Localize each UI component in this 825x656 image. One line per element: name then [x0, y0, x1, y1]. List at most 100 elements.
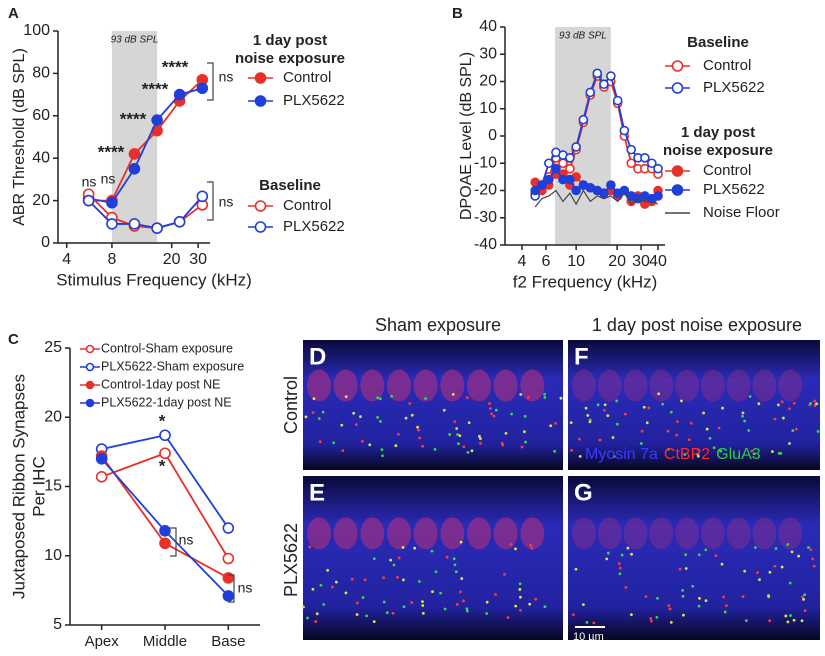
legend-label: Control — [283, 197, 331, 214]
puncta — [534, 597, 538, 601]
puncta — [381, 454, 384, 458]
puncta — [645, 421, 649, 425]
x-tick-label: Base — [211, 633, 245, 650]
nucleus — [307, 517, 331, 550]
legend-title: Baseline — [259, 177, 321, 194]
shade-region — [555, 27, 611, 245]
puncta — [773, 564, 777, 568]
data-point — [222, 552, 235, 565]
puncta — [598, 438, 602, 442]
puncta — [757, 402, 761, 406]
puncta — [529, 543, 533, 547]
y-tick-label: 30 — [479, 45, 497, 62]
puncta — [696, 452, 700, 456]
x-tick-label: 6 — [542, 253, 551, 270]
puncta — [340, 423, 344, 427]
puncta — [722, 595, 726, 599]
puncta — [774, 547, 778, 550]
puncta — [714, 554, 718, 558]
x-tick-label: Middle — [143, 633, 187, 650]
puncta — [584, 406, 588, 410]
data-point — [196, 190, 209, 203]
puncta — [510, 412, 514, 416]
data-point — [82, 194, 95, 207]
puncta — [523, 430, 526, 434]
puncta — [455, 603, 459, 606]
puncta — [617, 562, 621, 565]
puncta — [494, 408, 498, 412]
puncta — [380, 448, 384, 452]
puncta — [467, 421, 471, 425]
puncta — [528, 602, 532, 606]
stain-label: CtBP2 — [664, 446, 710, 463]
puncta — [704, 599, 708, 602]
y-axis-title: Per IHC — [29, 456, 48, 516]
puncta — [518, 588, 522, 591]
puncta — [519, 393, 523, 396]
puncta — [317, 417, 321, 420]
y-axis-title: DPOAE Level (dB SPL) — [458, 52, 475, 220]
panel-letter: D — [309, 343, 326, 370]
puncta — [526, 396, 530, 399]
puncta — [306, 616, 309, 620]
puncta — [456, 433, 459, 436]
data-point — [159, 429, 171, 442]
data-point — [606, 71, 616, 81]
puncta — [689, 421, 693, 425]
nucleus — [623, 369, 648, 402]
puncta — [756, 571, 759, 575]
annotation: **** — [142, 79, 169, 98]
puncta — [747, 429, 751, 432]
data-point — [653, 191, 663, 201]
puncta — [803, 609, 807, 613]
puncta — [792, 401, 796, 405]
puncta — [605, 557, 609, 561]
data-point — [196, 82, 209, 95]
puncta — [359, 415, 362, 418]
legend-label: PLX5622 — [283, 92, 345, 109]
puncta — [792, 618, 796, 622]
nucleus — [520, 369, 545, 402]
puncta — [518, 582, 522, 586]
x-tick-label: 4 — [518, 253, 527, 270]
data-point — [571, 185, 581, 196]
puncta — [350, 577, 354, 581]
puncta — [504, 432, 508, 435]
stain-label: Myosin 7a — [585, 446, 658, 463]
puncta — [697, 604, 701, 608]
row-title: Control — [281, 376, 301, 434]
puncta — [402, 605, 406, 609]
scale-bar-label: 10 µm — [573, 631, 604, 643]
nucleus — [520, 517, 545, 550]
data-point — [222, 590, 235, 602]
puncta — [752, 452, 756, 456]
bracket — [207, 181, 214, 221]
puncta — [543, 395, 547, 399]
puncta — [352, 411, 356, 415]
puncta — [334, 580, 338, 584]
nucleus — [778, 517, 803, 550]
shade-label: 93 dB SPL — [559, 31, 607, 42]
column-title: Sham exposure — [375, 315, 501, 335]
bracket — [207, 62, 214, 101]
data-point — [151, 222, 163, 234]
y-tick-label: 10 — [44, 547, 62, 564]
puncta — [394, 444, 398, 448]
puncta — [430, 549, 434, 553]
x-tick-label: 30 — [632, 253, 650, 270]
nucleus — [333, 369, 358, 402]
nucleus — [360, 369, 385, 402]
puncta — [809, 401, 813, 405]
puncta — [355, 613, 359, 616]
puncta — [368, 443, 372, 447]
puncta — [462, 599, 465, 603]
data-point — [592, 68, 603, 79]
puncta — [809, 548, 813, 552]
puncta — [603, 403, 607, 407]
puncta — [800, 619, 804, 623]
puncta — [453, 563, 457, 567]
puncta — [684, 553, 687, 557]
puncta — [458, 590, 462, 594]
puncta — [392, 563, 396, 567]
puncta — [319, 583, 323, 587]
